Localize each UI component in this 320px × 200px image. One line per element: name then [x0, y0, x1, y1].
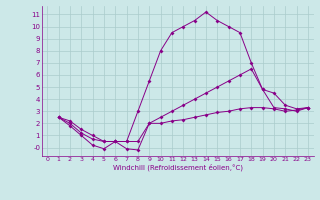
X-axis label: Windchill (Refroidissement éolien,°C): Windchill (Refroidissement éolien,°C) [113, 164, 243, 171]
